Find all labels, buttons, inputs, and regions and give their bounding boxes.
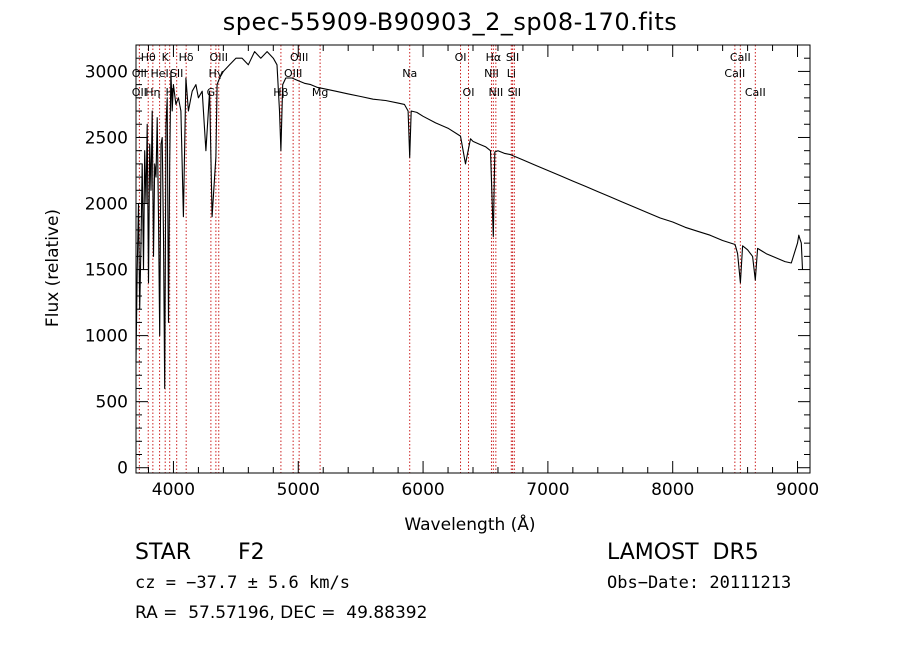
spectral-line-label: OI <box>463 86 475 99</box>
y-tick-label: 1500 <box>85 261 128 281</box>
spectral-line-label: Hγ <box>208 67 223 80</box>
ra-dec: RA = 57.57196, DEC = 49.88392 <box>135 603 428 623</box>
spectral-line-label: Hη <box>145 86 160 99</box>
spectral-line-label: CaII <box>745 86 766 99</box>
y-tick-label: 2000 <box>85 195 128 215</box>
x-tick-label: 6000 <box>401 480 444 500</box>
spectral-line-label: OI <box>455 51 467 64</box>
spectral-line-label: OIII <box>290 51 308 64</box>
class-label: STAR <box>135 540 192 565</box>
y-axis-label: Flux (relative) <box>43 209 63 327</box>
cz-value: cz = −37.7 ± 5.6 km/s <box>135 573 350 593</box>
spectral-line-label: SII <box>508 86 521 99</box>
x-tick-label: 5000 <box>277 480 320 500</box>
x-tick-label: 7000 <box>526 480 569 500</box>
spectral-line-label: G <box>207 86 216 99</box>
y-tick-label: 3000 <box>85 62 128 82</box>
y-tick-label: 1000 <box>85 327 128 347</box>
spectral-line-label: Li <box>507 67 516 80</box>
spectral-line-label: OIII <box>210 51 228 64</box>
y-tick-label: 0 <box>117 459 128 479</box>
spectral-line-label: SII <box>170 67 183 80</box>
spectral-line-label: SII <box>506 51 519 64</box>
spectral-line-label: Mg <box>312 86 328 99</box>
x-tick-label: 4000 <box>152 480 195 500</box>
x-axis-label: Wavelength (Å) <box>404 513 535 535</box>
spectral-line-label: OII <box>132 67 147 80</box>
spectral-line-label: Hδ <box>179 51 194 64</box>
x-tick-label: 8000 <box>651 480 694 500</box>
spectral-line-label: OIII <box>284 67 302 80</box>
y-tick-label: 2500 <box>85 128 128 148</box>
chart-title: spec-55909-B90903_2_sp08-170.fits <box>222 8 678 36</box>
spectral-line-label: NII <box>484 67 499 80</box>
obs-date: Obs−Date: 20111213 <box>607 573 792 593</box>
spectral-line-label: Hβ <box>273 86 288 99</box>
y-tick-label: 500 <box>96 393 128 413</box>
x-tick-label: 9000 <box>776 480 819 500</box>
spectral-line-label: CaII <box>724 67 745 80</box>
spectral-line-label: HeI <box>150 67 168 80</box>
spectrum-series-line <box>135 51 804 390</box>
spectral-line-label: K <box>162 51 170 64</box>
survey-label: LAMOST DR5 <box>607 540 759 565</box>
spectral-line-label: CaII <box>730 51 751 64</box>
spectral-line-label: NII <box>488 86 503 99</box>
spectral-line-label: OII <box>132 86 147 99</box>
spectral-line-label: Hα <box>486 51 502 64</box>
spectral-line-label: Na <box>402 67 417 80</box>
spectral-line-label: Hθ <box>141 51 156 64</box>
plot-frame <box>135 44 811 474</box>
spectral-line-label: H <box>166 86 174 99</box>
subclass-label: F2 <box>238 540 265 565</box>
